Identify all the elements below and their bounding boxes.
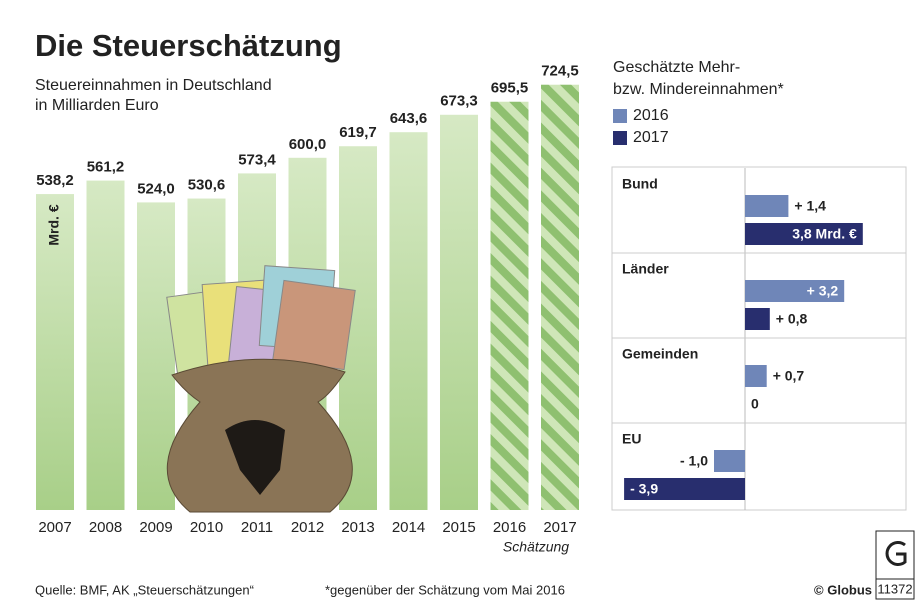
logo-mark xyxy=(885,541,907,566)
bar xyxy=(745,280,845,302)
x-tick-label: 2010 xyxy=(190,519,223,536)
value-label: - 3,9 xyxy=(630,481,658,497)
category-label: Länder xyxy=(622,261,669,277)
bar xyxy=(624,478,745,500)
value-label: 3,8 Mrd. € xyxy=(792,226,857,242)
source: Quelle: BMF, AK „Steuerschätzungen“ xyxy=(35,582,254,597)
bar xyxy=(490,101,529,510)
money-bag xyxy=(166,265,356,513)
value-label: 695,5 xyxy=(491,80,529,97)
value-label: 600,0 xyxy=(289,136,327,153)
value-label: + 0,7 xyxy=(773,368,805,384)
x-tick-label: 2013 xyxy=(341,519,374,536)
value-label: + 1,4 xyxy=(794,198,826,214)
subtitle: Steuereinnahmen in Deutschland xyxy=(35,77,272,94)
note: *gegenüber der Schätzung vom Mai 2016 xyxy=(325,582,565,597)
x-tick-label: 2017 xyxy=(543,519,576,536)
value-label: 524,0 xyxy=(137,180,175,197)
bar xyxy=(745,308,770,330)
x-tick-label: 2012 xyxy=(291,519,324,536)
value-label: + 3,2 xyxy=(807,283,839,299)
x-tick-label: 2014 xyxy=(392,519,425,536)
value-label: 619,7 xyxy=(339,124,377,141)
category-label: EU xyxy=(622,431,641,447)
x-tick-label: 2016 xyxy=(493,519,526,536)
legend-swatch xyxy=(613,109,627,123)
subtitle: in Milliarden Euro xyxy=(35,97,159,114)
hbar-chart: 2016 2017 Bund + 1,4 3,8 Mrd. € Länder + 3,2 + … xyxy=(612,107,906,510)
value-label: 530,6 xyxy=(188,177,226,194)
credit: © Globus xyxy=(814,582,872,597)
value-label: 0 xyxy=(751,396,759,412)
category-label: Gemeinden xyxy=(622,346,698,362)
logo-box xyxy=(875,578,915,600)
category-label: Bund xyxy=(622,176,658,192)
value-label: 538,2 xyxy=(36,172,74,189)
x-tick-label: 2007 xyxy=(38,519,71,536)
value-label: + 0,8 xyxy=(776,311,808,327)
value-label: 573,4 xyxy=(238,151,276,168)
annotation: Schätzung xyxy=(503,539,569,555)
value-label: 724,5 xyxy=(541,63,579,80)
value-label: 643,6 xyxy=(390,110,428,127)
bar xyxy=(440,114,478,511)
value-label: 673,3 xyxy=(440,93,478,110)
bar xyxy=(389,132,428,511)
value-label: 561,2 xyxy=(87,159,125,176)
bar xyxy=(36,194,74,510)
bar xyxy=(745,195,789,217)
logo-id: 11372 xyxy=(877,581,912,596)
bar xyxy=(714,450,745,472)
legend-label: 2017 xyxy=(633,129,669,146)
value-label: - 1,0 xyxy=(680,453,708,469)
bar xyxy=(745,223,863,245)
legend-label: 2016 xyxy=(633,107,669,124)
legend-title: bzw. Mindereinnahmen* xyxy=(613,81,784,98)
bar xyxy=(745,365,767,387)
bar xyxy=(541,84,579,510)
unit-label: Mrd. € xyxy=(46,204,62,245)
x-tick-label: 2015 xyxy=(442,519,475,536)
x-tick-label: 2011 xyxy=(241,519,273,536)
x-tick-label: 2009 xyxy=(139,519,172,536)
bar xyxy=(86,180,125,510)
title: Die Steuerschätzung xyxy=(35,28,342,63)
x-tick-label: 2008 xyxy=(89,519,122,536)
legend-title: Geschätzte Mehr- xyxy=(613,59,740,76)
legend-swatch xyxy=(613,131,627,145)
